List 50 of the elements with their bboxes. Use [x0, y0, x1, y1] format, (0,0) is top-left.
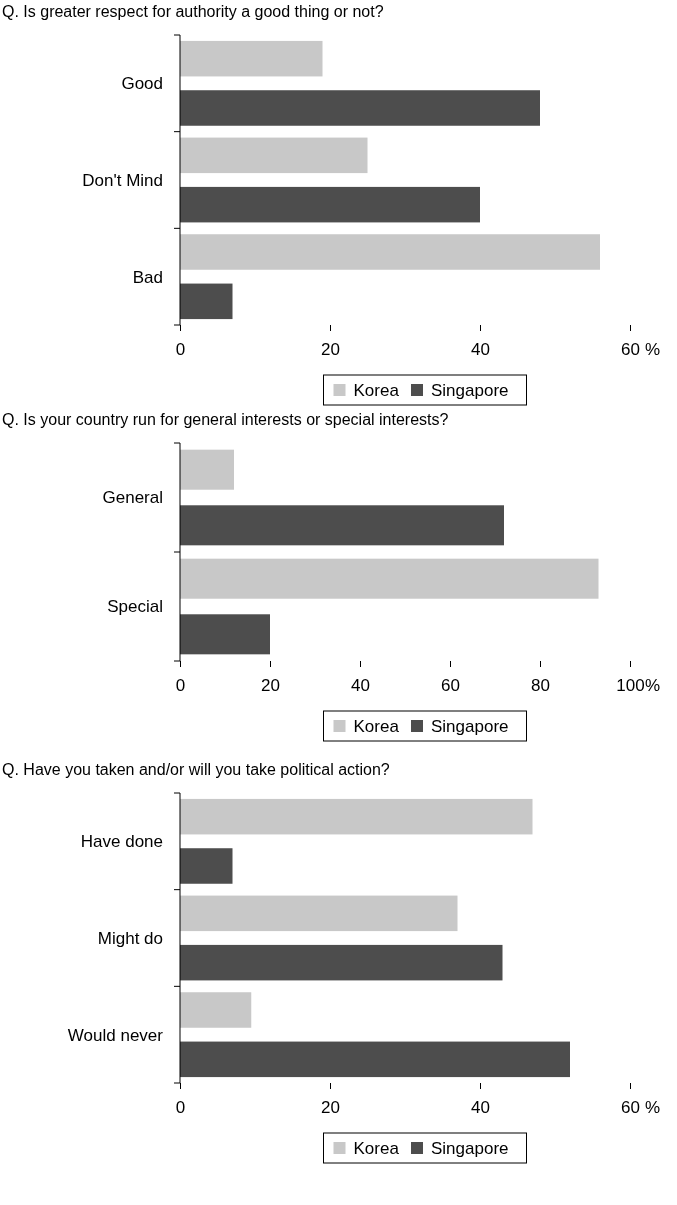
bar — [180, 992, 252, 1028]
bar — [180, 449, 234, 490]
x-axis-title: % — [645, 676, 661, 695]
bar — [180, 186, 480, 223]
x-tick-label: 20 — [261, 676, 280, 696]
bar — [180, 1041, 570, 1078]
chart-title: Q. Is your country run for general interests or special interests? — [2, 411, 449, 428]
y-tick-label: Good — [121, 74, 163, 94]
x-tick-label: 0 — [175, 1098, 186, 1118]
y-tick-label: Have done — [80, 832, 163, 852]
y-tick-label: Special — [107, 597, 163, 617]
legend-label: Korea — [353, 380, 400, 400]
y-tick-label: General — [102, 488, 163, 508]
x-tick-label: 100 — [616, 676, 645, 696]
bar — [180, 234, 600, 270]
bar — [180, 505, 504, 546]
x-tick-label: 40 — [471, 340, 490, 360]
x-tick-label: 80 — [531, 676, 550, 696]
x-axis-title: % — [645, 1098, 661, 1117]
x-tick-label: 60 — [441, 676, 460, 696]
y-tick-label: Bad — [132, 267, 163, 287]
legend-label: Korea — [353, 716, 400, 736]
legend-label: Singapore — [431, 716, 509, 736]
bar — [180, 895, 458, 932]
y-tick-label: Don't Mind — [82, 170, 163, 190]
x-tick-label: 40 — [471, 1098, 490, 1118]
bar — [180, 798, 533, 835]
x-tick-label: 60 — [621, 340, 640, 360]
bar — [180, 40, 323, 77]
legend-label: Korea — [353, 1138, 400, 1158]
x-tick-label: 0 — [175, 676, 186, 696]
x-axis-title: % — [645, 340, 661, 359]
bar — [180, 90, 540, 126]
chart-title: Q. Is greater respect for authority a good thing or not? — [2, 3, 384, 20]
x-tick-label: 0 — [175, 340, 186, 360]
bar — [180, 137, 368, 174]
x-tick-label: 40 — [351, 676, 370, 696]
x-tick-label: 20 — [321, 340, 340, 360]
legend-label: Singapore — [431, 1138, 509, 1158]
bar — [180, 558, 599, 599]
y-tick-label: Would never — [67, 1025, 164, 1045]
bar — [180, 944, 503, 981]
x-tick-label: 20 — [321, 1098, 340, 1118]
bar — [180, 614, 270, 655]
bar — [180, 848, 233, 884]
legend-label: Singapore — [431, 380, 509, 400]
x-tick-label: 60 — [621, 1098, 640, 1118]
y-tick-label: Might do — [97, 928, 163, 948]
chart-title: Q. Have you taken and/or will you take political action? — [2, 761, 390, 778]
bar — [180, 283, 233, 320]
